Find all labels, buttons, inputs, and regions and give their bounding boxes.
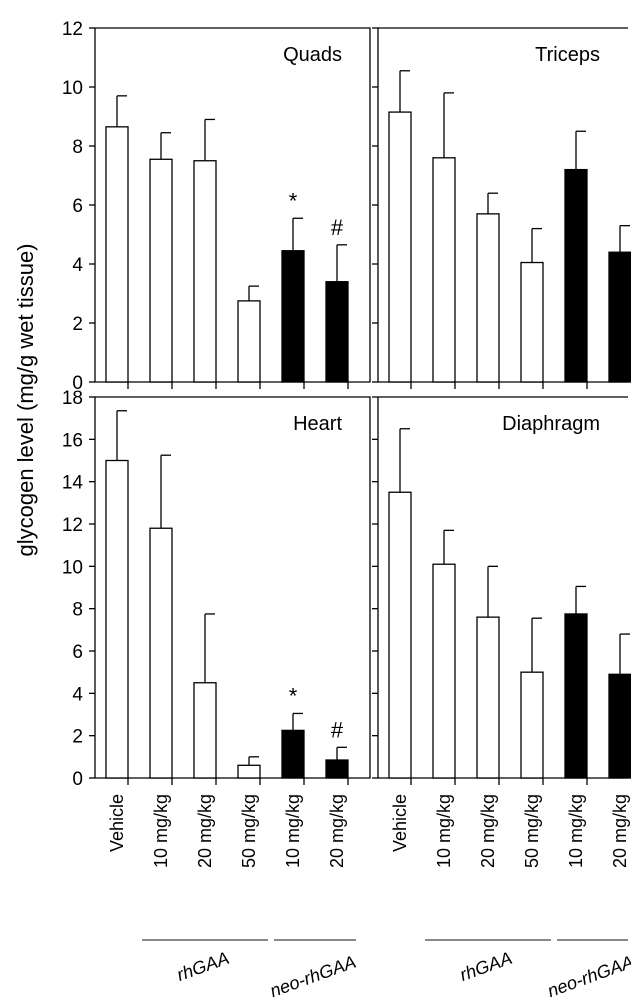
category-label: Vehicle: [390, 794, 410, 852]
y-tick-label: 2: [72, 314, 83, 335]
y-tick-label: 14: [62, 473, 84, 494]
category-label: 20 mg/kg: [478, 794, 498, 868]
group-label-neo-rhgaa: neo-rhGAA: [267, 952, 358, 1001]
group-label-rhgaa: rhGAA: [174, 948, 232, 985]
y-tick-label: 0: [72, 373, 83, 394]
bar-5: [564, 613, 588, 779]
bar-4: [237, 764, 261, 779]
significance-marker: #: [331, 717, 344, 742]
y-tick-label: 6: [72, 642, 83, 663]
y-tick-label: 8: [72, 137, 83, 158]
bar-4: [520, 671, 544, 779]
bar-2: [432, 157, 456, 383]
bar-1: [105, 459, 129, 779]
bar-1: [388, 491, 412, 779]
panel-quads: 0 2 4 6 8 10 12 Quads * #: [62, 19, 371, 394]
category-label: 10 mg/kg: [566, 794, 586, 868]
y-tick-label: 6: [72, 196, 83, 217]
panel-frame: [94, 396, 371, 779]
panel-frame: [377, 396, 628, 779]
bar-5: [281, 729, 305, 779]
category-label: 20 mg/kg: [195, 794, 215, 868]
y-tick-label: 10: [62, 78, 83, 99]
category-label: 10 mg/kg: [434, 794, 454, 868]
bar-2: [149, 527, 173, 779]
bar-4: [237, 300, 261, 383]
y-tick-label: 18: [62, 388, 83, 409]
panel-title: Quads: [283, 44, 342, 66]
bar-3: [193, 160, 217, 383]
y-tick-label: 2: [72, 727, 83, 748]
y-tick-label: 8: [72, 600, 83, 621]
y-tick-label: 12: [62, 515, 83, 536]
chart-panels: 0 2 4 6 8 10 12 Quads * # Triceps 0 2 4 6 8 10 12 14 16 18 He…: [62, 19, 631, 790]
category-label: 10 mg/kg: [283, 794, 303, 868]
bar-6: [608, 251, 631, 383]
category-label: 20 mg/kg: [327, 794, 347, 868]
bar-3: [476, 213, 500, 383]
category-label: 50 mg/kg: [239, 794, 259, 868]
bar-5: [564, 168, 588, 383]
group-label-neo-rhgaa: neo-rhGAA: [545, 952, 631, 1001]
panel-title: Heart: [293, 413, 342, 435]
y-tick-label: 12: [62, 19, 83, 40]
significance-marker: *: [289, 683, 298, 708]
bar-2: [432, 563, 456, 779]
significance-marker: *: [289, 188, 298, 213]
group-label-rhgaa: rhGAA: [457, 948, 515, 985]
y-tick-label: 4: [72, 684, 83, 705]
y-axis-label: glycogen level (mg/g wet tissue): [13, 243, 38, 556]
y-tick-label: 16: [62, 430, 83, 451]
category-label: 20 mg/kg: [610, 794, 630, 868]
bar-6: [608, 673, 631, 779]
bar-6: [325, 281, 349, 383]
bar-6: [325, 759, 349, 779]
panel-heart: 0 2 4 6 8 10 12 14 16 18 Heart * #: [62, 388, 371, 790]
significance-marker: #: [331, 215, 344, 240]
bar-1: [105, 126, 129, 383]
category-label: 10 mg/kg: [151, 794, 171, 868]
panel-diaphragm: Diaphragm: [372, 396, 631, 785]
bar-1: [388, 111, 412, 383]
x-axis-labels: Vehicle 10 mg/kg 20 mg/kg 50 mg/kg 10 mg/kg 2…: [107, 794, 631, 1001]
y-tick-label: 4: [72, 255, 83, 276]
y-tick-label: 10: [62, 557, 83, 578]
bar-4: [520, 261, 544, 383]
category-label: 50 mg/kg: [522, 794, 542, 868]
y-tick-label: 0: [72, 769, 83, 790]
bar-3: [476, 616, 500, 779]
category-label: Vehicle: [107, 794, 127, 852]
bar-3: [193, 682, 217, 779]
panel-frame: [377, 27, 628, 383]
bar-5: [281, 250, 305, 383]
panel-triceps: Triceps: [372, 27, 631, 389]
panel-title: Diaphragm: [502, 413, 600, 435]
bar-2: [149, 158, 173, 383]
panel-title: Triceps: [535, 44, 600, 66]
